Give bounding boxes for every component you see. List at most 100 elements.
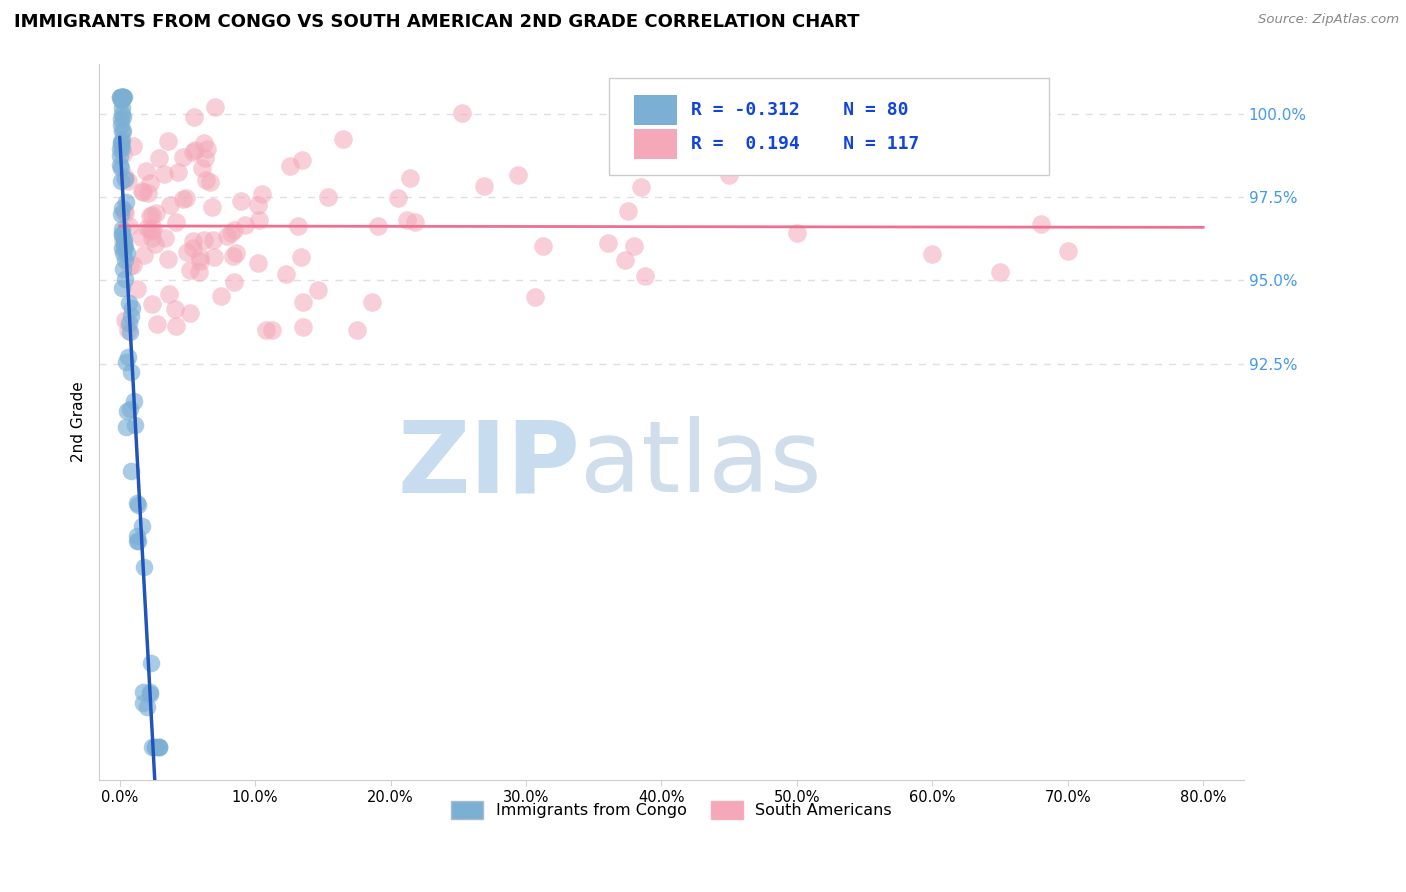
Y-axis label: 2nd Grade: 2nd Grade [72, 382, 86, 462]
Point [125, 529, 148, 543]
Point [135, 164, 157, 178]
Point [179, 306, 201, 320]
Point [110, 137, 132, 152]
Point [141, 297, 163, 311]
Point [115, 403, 138, 417]
Point [209, 289, 232, 303]
Point [139, 657, 162, 671]
Point [115, 419, 138, 434]
Point [201, 201, 224, 215]
Point [623, 239, 645, 253]
Point [111, 107, 134, 121]
Point [127, 499, 149, 513]
Point [184, 144, 207, 158]
Point [135, 700, 157, 714]
Point [531, 239, 554, 253]
Bar [634, 95, 678, 125]
Point [274, 267, 297, 281]
Point [193, 233, 215, 247]
Point [139, 687, 162, 701]
Point [222, 223, 245, 237]
Point [114, 206, 136, 220]
Point [202, 250, 225, 264]
Point [183, 145, 205, 160]
Point [108, 149, 131, 163]
Point [131, 519, 153, 533]
Point [194, 151, 217, 165]
Point [718, 169, 741, 183]
Point [117, 350, 139, 364]
Point [111, 227, 134, 241]
Point [136, 221, 159, 235]
Point [167, 164, 190, 178]
Point [596, 236, 619, 251]
Point [110, 207, 132, 221]
Point [131, 696, 153, 710]
Point [291, 153, 314, 167]
Point [111, 93, 134, 107]
Point [132, 685, 155, 699]
Point [195, 173, 218, 187]
Text: ZIP: ZIP [396, 417, 581, 514]
Point [346, 323, 368, 337]
Point [1029, 217, 1052, 231]
Point [110, 112, 132, 126]
Point [118, 259, 141, 273]
Point [121, 258, 143, 272]
Point [174, 191, 197, 205]
Point [165, 301, 187, 316]
Point [112, 232, 135, 246]
Point [111, 281, 134, 295]
Point [121, 301, 143, 315]
Point [262, 323, 284, 337]
Point [131, 184, 153, 198]
Point [108, 158, 131, 172]
Bar [634, 129, 678, 160]
Point [138, 685, 160, 699]
Point [117, 323, 139, 337]
Point [124, 418, 146, 433]
Point [278, 159, 301, 173]
Point [110, 201, 132, 215]
Point [127, 533, 149, 548]
Point [332, 132, 354, 146]
FancyBboxPatch shape [609, 78, 1049, 175]
Point [190, 250, 212, 264]
Point [112, 203, 135, 218]
Point [153, 167, 176, 181]
Point [172, 150, 194, 164]
Point [110, 135, 132, 149]
Point [111, 245, 134, 260]
Point [246, 198, 269, 212]
Point [201, 234, 224, 248]
Point [613, 253, 636, 268]
Point [114, 252, 136, 267]
Point [145, 206, 167, 220]
Point [125, 282, 148, 296]
Text: Source: ZipAtlas.com: Source: ZipAtlas.com [1258, 13, 1399, 27]
Point [316, 189, 339, 203]
Point [118, 317, 141, 331]
Point [108, 90, 131, 104]
Point [404, 215, 426, 229]
Point [222, 250, 245, 264]
Point [110, 142, 132, 156]
Point [110, 161, 132, 175]
Point [111, 227, 134, 242]
Point [204, 100, 226, 114]
Point [115, 354, 138, 368]
Point [141, 739, 163, 754]
Point [117, 174, 139, 188]
Point [156, 134, 179, 148]
Text: atlas: atlas [581, 417, 821, 514]
Point [853, 100, 876, 114]
Point [111, 90, 134, 104]
Point [118, 326, 141, 340]
Point [215, 228, 238, 243]
Point [115, 245, 138, 260]
Point [121, 139, 143, 153]
Point [254, 323, 277, 337]
Point [617, 204, 640, 219]
Point [139, 177, 162, 191]
Point [219, 226, 242, 240]
